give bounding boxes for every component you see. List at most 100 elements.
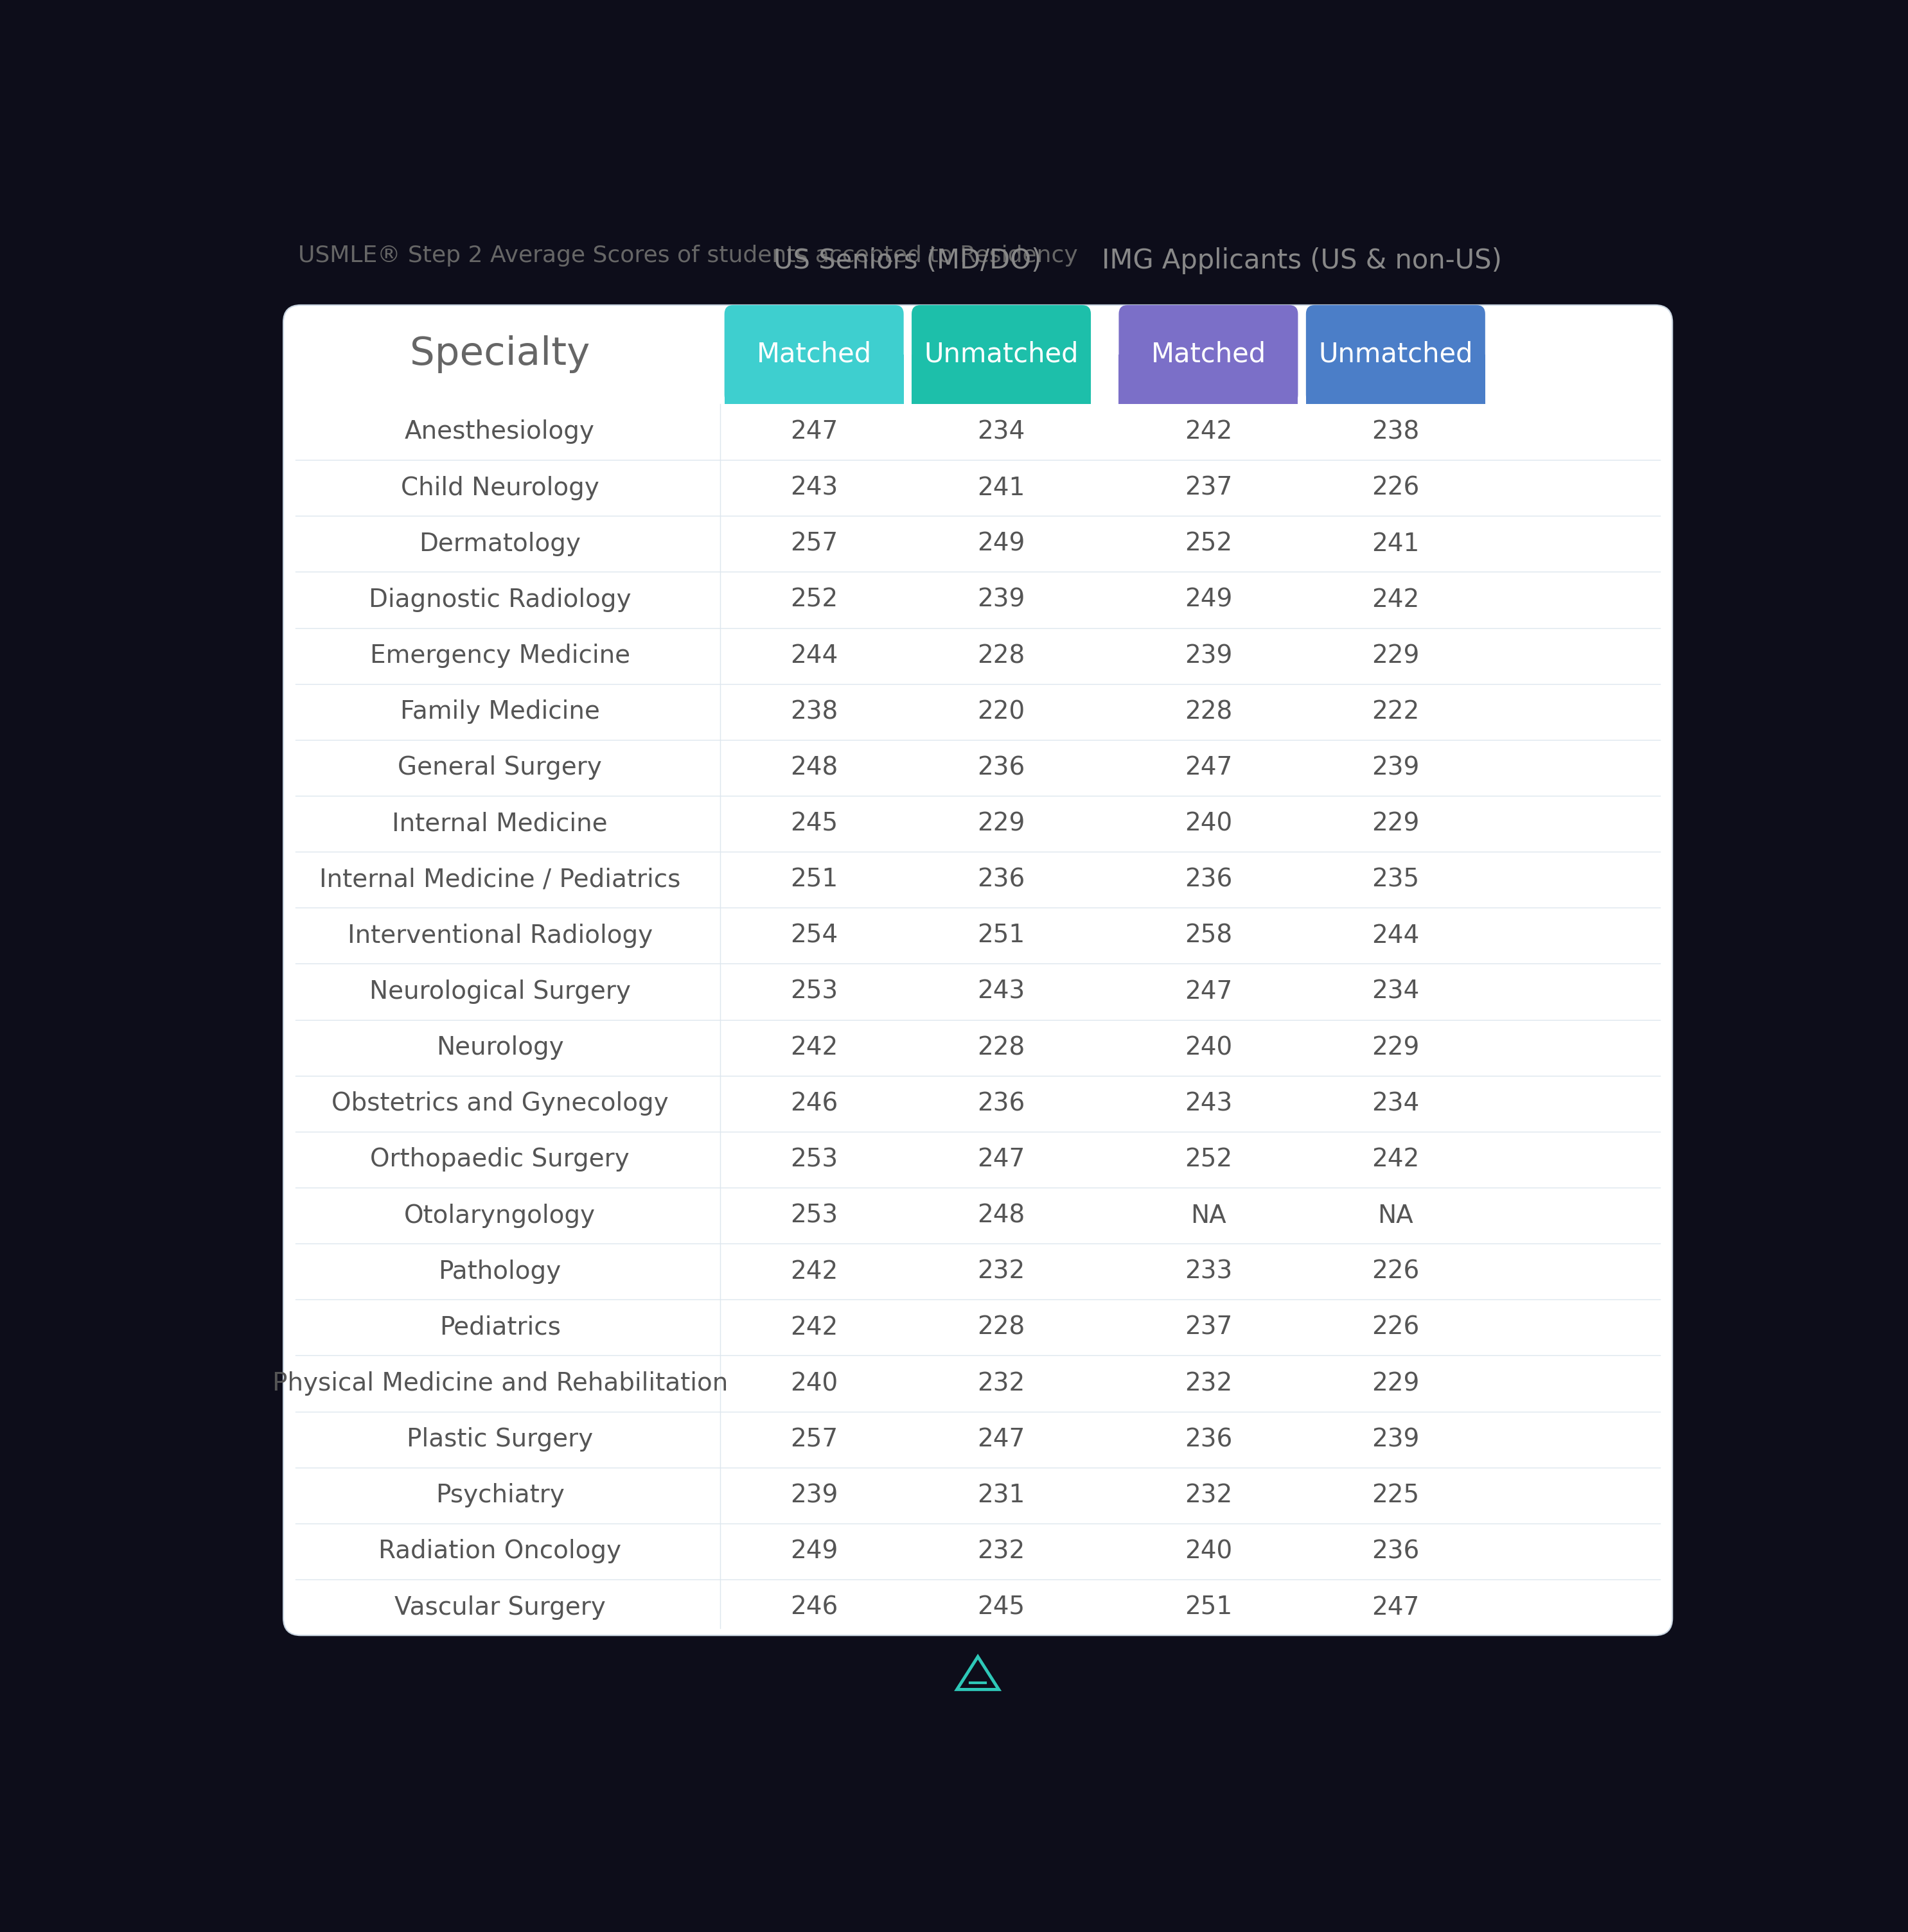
Text: 229: 229 <box>977 811 1025 837</box>
Text: Psychiatry: Psychiatry <box>435 1484 565 1507</box>
FancyBboxPatch shape <box>1305 305 1484 404</box>
Text: 242: 242 <box>1372 587 1420 612</box>
Text: 245: 245 <box>977 1596 1025 1619</box>
Text: 234: 234 <box>1372 1092 1420 1117</box>
Text: Internal Medicine / Pediatrics: Internal Medicine / Pediatrics <box>319 867 681 893</box>
Text: 228: 228 <box>977 1316 1025 1339</box>
FancyBboxPatch shape <box>1118 305 1297 404</box>
Text: 247: 247 <box>1185 980 1233 1005</box>
Text: Unmatched: Unmatched <box>923 342 1078 367</box>
Text: 247: 247 <box>1372 1596 1420 1619</box>
Text: Radiation Oncology: Radiation Oncology <box>378 1540 622 1563</box>
Text: 241: 241 <box>977 475 1025 500</box>
FancyBboxPatch shape <box>725 305 904 404</box>
Text: 240: 240 <box>1185 1540 1233 1563</box>
Text: 241: 241 <box>1372 531 1420 556</box>
Text: 237: 237 <box>1185 475 1233 500</box>
Text: 258: 258 <box>1185 923 1233 949</box>
Text: 243: 243 <box>790 475 838 500</box>
Text: 236: 236 <box>1185 1428 1233 1451</box>
Text: 229: 229 <box>1372 643 1420 668</box>
Text: 228: 228 <box>977 1036 1025 1061</box>
Text: 240: 240 <box>790 1372 838 1395</box>
Text: 231: 231 <box>977 1484 1025 1507</box>
FancyBboxPatch shape <box>912 305 1091 404</box>
Text: 226: 226 <box>1372 1316 1420 1339</box>
Text: 220: 220 <box>977 699 1025 724</box>
Text: Matched: Matched <box>1151 342 1265 367</box>
Text: Physical Medicine and Rehabilitation: Physical Medicine and Rehabilitation <box>273 1372 727 1395</box>
Text: Family Medicine: Family Medicine <box>401 699 599 724</box>
Text: Specialty: Specialty <box>410 336 590 373</box>
Text: 246: 246 <box>790 1092 838 1117</box>
Text: 236: 236 <box>977 755 1025 781</box>
Text: 257: 257 <box>790 1428 838 1451</box>
Text: 249: 249 <box>977 531 1025 556</box>
Text: 243: 243 <box>1185 1092 1233 1117</box>
Text: US Seniors (MD/DO): US Seniors (MD/DO) <box>773 247 1042 274</box>
Text: 239: 239 <box>1185 643 1233 668</box>
Text: 239: 239 <box>1372 1428 1420 1451</box>
Text: 242: 242 <box>790 1036 838 1061</box>
Text: 242: 242 <box>790 1260 838 1283</box>
Text: 242: 242 <box>790 1316 838 1339</box>
Text: 252: 252 <box>1185 1148 1233 1173</box>
Text: 244: 244 <box>1372 923 1420 949</box>
Text: 257: 257 <box>790 531 838 556</box>
Text: 229: 229 <box>1372 811 1420 837</box>
FancyBboxPatch shape <box>912 354 1091 404</box>
Text: 245: 245 <box>790 811 838 837</box>
FancyBboxPatch shape <box>1118 354 1297 404</box>
Text: 253: 253 <box>790 980 838 1005</box>
Text: General Surgery: General Surgery <box>399 755 601 781</box>
Text: 225: 225 <box>1372 1484 1420 1507</box>
Text: 247: 247 <box>977 1148 1025 1173</box>
Text: 234: 234 <box>977 419 1025 444</box>
Text: 232: 232 <box>1185 1484 1233 1507</box>
Text: 246: 246 <box>790 1596 838 1619</box>
Text: 226: 226 <box>1372 475 1420 500</box>
Text: Vascular Surgery: Vascular Surgery <box>395 1596 605 1619</box>
Text: 253: 253 <box>790 1204 838 1229</box>
Text: Diagnostic Radiology: Diagnostic Radiology <box>368 587 632 612</box>
Text: 239: 239 <box>977 587 1025 612</box>
Text: 228: 228 <box>1185 699 1233 724</box>
Text: 222: 222 <box>1372 699 1420 724</box>
Text: 239: 239 <box>790 1484 838 1507</box>
Text: 236: 236 <box>977 1092 1025 1117</box>
Text: 254: 254 <box>790 923 838 949</box>
Text: 242: 242 <box>1372 1148 1420 1173</box>
Text: 229: 229 <box>1372 1372 1420 1395</box>
FancyBboxPatch shape <box>725 354 904 404</box>
Text: Orthopaedic Surgery: Orthopaedic Surgery <box>370 1148 630 1173</box>
Text: Interventional Radiology: Interventional Radiology <box>347 923 653 949</box>
Text: 232: 232 <box>977 1260 1025 1283</box>
Text: Child Neurology: Child Neurology <box>401 475 599 500</box>
Text: Plastic Surgery: Plastic Surgery <box>406 1428 593 1451</box>
Text: 233: 233 <box>1185 1260 1233 1283</box>
Text: 229: 229 <box>1372 1036 1420 1061</box>
Text: 249: 249 <box>790 1540 838 1563</box>
Text: 234: 234 <box>1372 980 1420 1005</box>
Text: 238: 238 <box>1372 419 1420 444</box>
Text: 249: 249 <box>1185 587 1233 612</box>
Text: 238: 238 <box>790 699 838 724</box>
Text: 252: 252 <box>1185 531 1233 556</box>
Text: 232: 232 <box>1185 1372 1233 1395</box>
FancyBboxPatch shape <box>1305 354 1484 404</box>
Text: 240: 240 <box>1185 1036 1233 1061</box>
Text: Internal Medicine: Internal Medicine <box>391 811 607 837</box>
Text: 253: 253 <box>790 1148 838 1173</box>
Text: 243: 243 <box>977 980 1025 1005</box>
Text: Otolaryngology: Otolaryngology <box>404 1204 595 1229</box>
Text: 248: 248 <box>790 755 838 781</box>
Text: USMLE® Step 2 Average Scores of students accepted to Residency: USMLE® Step 2 Average Scores of students… <box>298 245 1078 267</box>
Text: NA: NA <box>1378 1204 1414 1229</box>
Text: 228: 228 <box>977 643 1025 668</box>
Text: 226: 226 <box>1372 1260 1420 1283</box>
Text: 235: 235 <box>1372 867 1420 893</box>
FancyBboxPatch shape <box>282 305 1673 1634</box>
Text: 242: 242 <box>1185 419 1233 444</box>
Text: Obstetrics and Gynecology: Obstetrics and Gynecology <box>332 1092 668 1117</box>
Text: 240: 240 <box>1185 811 1233 837</box>
